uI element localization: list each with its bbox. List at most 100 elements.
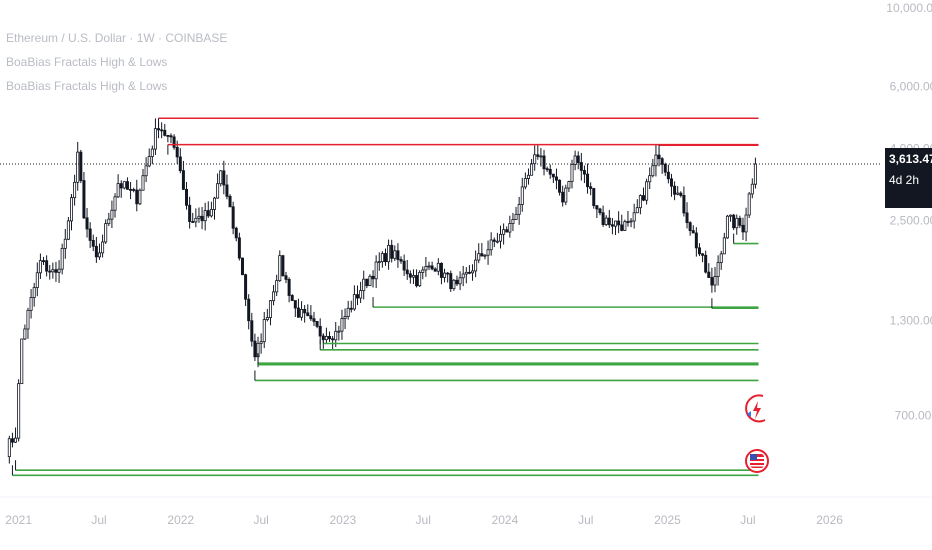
x-tick-label: Jul: [740, 513, 755, 527]
candle-body: [172, 136, 176, 148]
candle-body: [676, 192, 680, 195]
candle-body: [122, 181, 126, 189]
candle-body: [169, 135, 173, 138]
indicator-label-1[interactable]: BoaBias Fractals High & Lows: [6, 55, 168, 69]
candle-body: [564, 187, 568, 203]
candle-body: [153, 128, 157, 150]
candle-body: [259, 341, 263, 344]
candle-body: [380, 253, 384, 263]
candle-body: [315, 320, 319, 327]
x-tick-label: 2025: [654, 513, 681, 527]
x-tick-label: Jul: [578, 513, 593, 527]
candle-body: [626, 221, 630, 223]
candle-body: [443, 272, 447, 278]
candle-body: [638, 195, 642, 209]
candle-body: [455, 279, 459, 285]
candle-body: [551, 173, 555, 178]
candle-body: [402, 260, 406, 271]
candle-body: [405, 269, 409, 275]
candle-body: [738, 217, 742, 226]
candle-body: [150, 148, 154, 157]
candle-body: [511, 219, 515, 224]
candle-body: [586, 173, 590, 188]
candle-body: [669, 178, 673, 187]
candle-body: [309, 315, 313, 320]
x-tick-label: 2021: [5, 513, 32, 527]
candle-body: [42, 260, 46, 263]
candle-body: [70, 197, 74, 222]
candle-body: [216, 183, 220, 199]
candle-body: [623, 221, 627, 231]
candle-body: [713, 276, 717, 286]
candle-body: [620, 224, 624, 231]
candle-body: [427, 265, 431, 268]
candle-body: [328, 336, 332, 340]
candle-body: [542, 155, 546, 170]
candle-body: [411, 275, 415, 278]
candle-body: [601, 212, 605, 225]
candle-body: [383, 253, 387, 263]
candle-body: [79, 151, 83, 181]
candle-body: [685, 212, 689, 224]
candle-body: [694, 232, 698, 249]
candle-body: [23, 328, 27, 340]
lightning-icon[interactable]: [745, 392, 769, 433]
candle-body: [719, 253, 723, 264]
candle-body: [253, 340, 257, 358]
candle-body: [390, 244, 394, 259]
candle-body: [732, 214, 736, 229]
candle-body: [589, 186, 593, 189]
candle-body: [38, 260, 42, 274]
candle-body: [17, 383, 21, 439]
candle-body: [275, 280, 279, 293]
candle-body: [710, 277, 714, 286]
y-tick-label: 1,300.00: [890, 314, 932, 328]
indicator-label-2[interactable]: BoaBias Fractals High & Lows: [6, 79, 168, 93]
candle-body: [32, 287, 36, 298]
candle-body: [614, 220, 618, 227]
candle-body: [570, 163, 574, 182]
symbol-title[interactable]: Ethereum / U.S. Dollar · 1W · COINBASE: [6, 31, 228, 45]
candle-body: [60, 247, 64, 270]
candle-body: [449, 273, 453, 290]
candle-body: [421, 269, 425, 273]
candle-body: [346, 307, 350, 317]
candle-body: [666, 171, 670, 180]
y-tick-label: 10,000.00: [886, 1, 932, 15]
candle-body: [707, 271, 711, 278]
x-tick-label: 2024: [492, 513, 519, 527]
candle-body: [480, 253, 484, 257]
candle-body: [579, 162, 583, 171]
candle-body: [554, 176, 558, 181]
candle-body: [368, 275, 372, 287]
candle-body: [657, 154, 661, 160]
candle-body: [477, 253, 481, 261]
candle-body: [287, 279, 291, 296]
candle-body: [213, 197, 217, 210]
candle-body: [486, 249, 490, 256]
candle-body: [374, 261, 378, 280]
candle-body: [20, 338, 24, 385]
candle-body: [48, 270, 52, 273]
candle-body: [110, 209, 114, 220]
candle-body: [598, 208, 602, 214]
candle-body: [94, 245, 98, 258]
candle-body: [436, 262, 440, 272]
candle-body: [735, 217, 739, 229]
candle-body: [343, 316, 347, 319]
candle-body: [452, 279, 456, 290]
candle-body: [642, 195, 646, 201]
candle-body: [91, 240, 95, 247]
candle-body: [704, 254, 708, 273]
candle-body: [45, 260, 49, 272]
candle-body: [701, 253, 705, 256]
candle-body: [331, 338, 335, 341]
candle-body: [29, 297, 33, 311]
candle-body: [85, 217, 89, 230]
candle-body: [424, 265, 428, 271]
candle-body: [567, 181, 571, 189]
candle-body: [116, 183, 120, 198]
us-flag-icon[interactable]: [744, 444, 770, 481]
y-tick-label: 2,500.00: [890, 213, 932, 227]
